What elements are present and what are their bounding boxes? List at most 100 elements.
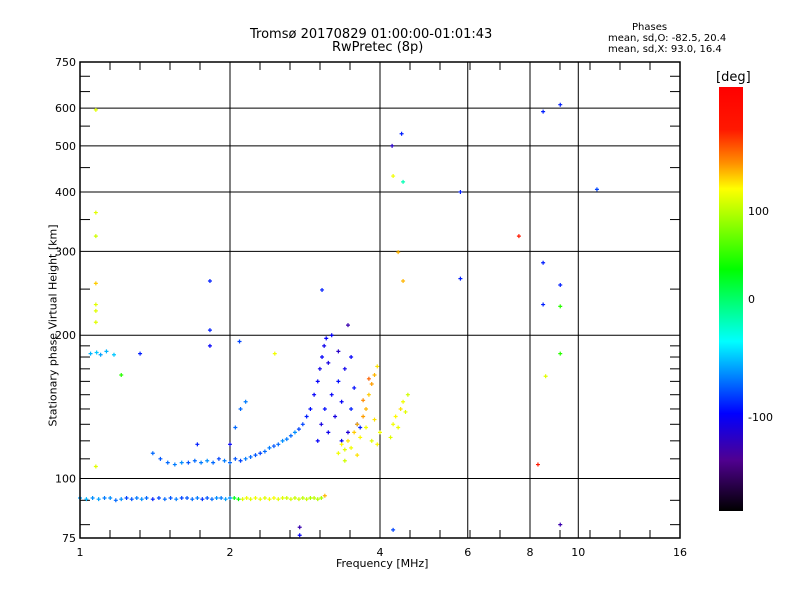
data-point — [104, 349, 109, 354]
data-point — [258, 451, 263, 456]
colorbar-tick-label: 100 — [748, 205, 769, 218]
data-point — [391, 174, 396, 179]
phase-stats-x: mean, sd,X: 93.0, 16.4 — [608, 44, 722, 55]
data-point — [223, 497, 228, 502]
data-point — [339, 399, 344, 404]
data-point — [391, 527, 396, 532]
data-point — [399, 131, 404, 136]
data-point — [541, 260, 546, 265]
data-point — [297, 533, 302, 538]
data-point — [156, 496, 161, 501]
data-point — [516, 234, 521, 239]
tick-labels: 1 2 4 6 8 10 16 75 100 200 300 400 500 600 750 — [55, 56, 687, 559]
data-point — [195, 442, 200, 447]
data-point — [139, 497, 144, 502]
data-point — [372, 373, 377, 378]
data-point — [207, 279, 212, 284]
data-points — [78, 102, 599, 538]
y-tick-label: 500 — [55, 140, 76, 153]
data-point — [326, 360, 331, 365]
data-point — [219, 496, 224, 501]
data-point — [284, 496, 289, 501]
data-point — [93, 234, 98, 239]
data-point — [200, 497, 205, 502]
data-point — [315, 497, 320, 502]
data-point — [186, 460, 191, 465]
data-point — [98, 352, 103, 357]
data-point — [322, 406, 327, 411]
data-point — [228, 442, 232, 447]
data-point — [336, 451, 341, 456]
data-point — [352, 385, 357, 390]
data-point — [108, 496, 113, 501]
data-point — [93, 320, 98, 325]
data-point — [558, 102, 563, 107]
data-point — [388, 435, 393, 440]
colorbar-tick-label: 0 — [748, 293, 755, 306]
data-point — [276, 497, 281, 502]
x-axis-label: Frequency [MHz] — [336, 557, 429, 570]
y-tick-label: 75 — [62, 532, 76, 545]
data-point — [84, 497, 89, 502]
data-point — [358, 425, 363, 430]
data-point — [361, 398, 366, 403]
data-point — [317, 366, 322, 371]
data-point — [297, 525, 302, 530]
data-point — [375, 364, 380, 369]
data-point — [339, 442, 344, 447]
data-point — [172, 462, 177, 467]
data-point — [308, 496, 313, 501]
data-point — [458, 189, 463, 194]
data-point — [292, 430, 297, 435]
data-point — [102, 496, 107, 501]
data-point — [113, 498, 118, 503]
chart-title-line1: Tromsø 20170829 01:00:00-01:01:43 — [250, 27, 493, 42]
data-point — [308, 406, 313, 411]
data-point — [336, 349, 341, 354]
data-point — [292, 496, 297, 501]
data-point — [403, 409, 408, 414]
x-tick-label: 1 — [77, 546, 84, 559]
data-point — [144, 496, 149, 501]
data-point — [326, 430, 331, 435]
data-point — [93, 210, 98, 215]
data-point — [288, 497, 293, 502]
data-point — [119, 497, 124, 502]
data-point — [258, 497, 263, 502]
data-point — [349, 355, 354, 360]
data-point — [179, 496, 184, 501]
y-axis-label: Stationary phase Virtual Height [km] — [46, 224, 60, 427]
data-point — [366, 376, 371, 381]
data-point — [267, 497, 272, 502]
data-point — [349, 406, 354, 411]
data-point — [96, 497, 101, 502]
data-point — [336, 379, 341, 384]
data-point — [296, 497, 301, 502]
data-point — [319, 422, 324, 427]
data-point — [541, 109, 546, 114]
data-point — [276, 442, 281, 447]
data-point — [233, 425, 238, 430]
grid-lines — [80, 62, 680, 538]
data-point — [138, 351, 143, 356]
data-point — [339, 438, 344, 443]
y-tick-label: 300 — [55, 245, 76, 258]
x-tick-label: 16 — [673, 546, 687, 559]
data-point — [238, 406, 243, 411]
data-point — [541, 302, 546, 307]
data-point — [558, 351, 563, 356]
data-point — [253, 496, 258, 501]
data-point — [342, 366, 347, 371]
chart-title-line2: RwPretec (8p) — [332, 40, 424, 55]
data-point — [262, 449, 267, 454]
data-point — [236, 497, 241, 502]
data-point — [94, 350, 99, 355]
data-point — [320, 355, 325, 360]
data-point — [253, 453, 258, 458]
data-point — [207, 328, 212, 333]
data-point — [124, 496, 129, 501]
data-point — [319, 496, 324, 501]
data-point — [315, 438, 320, 443]
data-point — [355, 453, 360, 458]
data-point — [329, 392, 334, 397]
